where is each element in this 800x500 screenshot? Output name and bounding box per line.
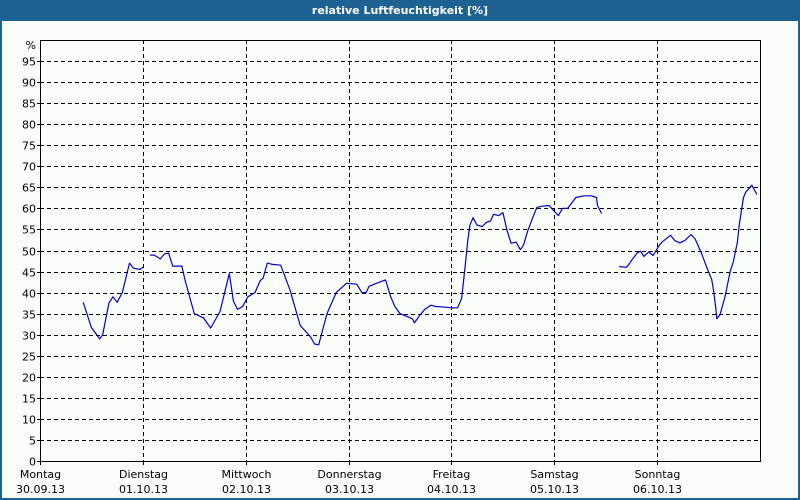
x-tick-day-label: Dienstag: [119, 468, 168, 481]
x-tick-day-label: Mittwoch: [222, 468, 272, 481]
x-tick-date-label: 30.09.13: [16, 483, 65, 496]
chart-title: relative Luftfeuchtigkeit [%]: [0, 0, 800, 21]
x-tick-date-label: 02.10.13: [222, 483, 271, 496]
data-series: [82, 184, 758, 346]
y-tick-label: 95: [22, 56, 36, 69]
y-axis: 0 5 10 15 20 25 30 35 40 45 50 55 60 65 70 75 80 85 90 95%: [22, 39, 40, 469]
y-tick-label: 85: [22, 98, 36, 111]
x-tick-day-label: Samstag: [530, 468, 578, 481]
y-tick-label: 60: [22, 203, 36, 216]
x-tick-day-label: Freitag: [433, 468, 471, 481]
y-tick-label: 20: [22, 372, 36, 385]
x-tick-date-label: 05.10.13: [530, 483, 579, 496]
grid-lines: [40, 40, 760, 461]
y-tick-label: 15: [22, 393, 36, 406]
y-tick-label: 45: [22, 267, 36, 280]
y-tick-label: 75: [22, 140, 36, 153]
x-tick-day-label: Donnerstag: [317, 468, 381, 481]
x-tick-date-label: 06.10.13: [633, 483, 682, 496]
y-tick-label: 65: [22, 182, 36, 195]
humidity-line-segment: [82, 262, 144, 340]
plot-frame: [40, 40, 761, 462]
y-tick-label: 30: [22, 330, 36, 343]
y-tick-label: 50: [22, 246, 36, 259]
y-tick-label: 25: [22, 351, 36, 364]
y-tick-label: 70: [22, 161, 36, 174]
y-tick-label: 90: [22, 77, 36, 90]
y-tick-label: 40: [22, 288, 36, 301]
y-tick-label: 0: [29, 456, 36, 469]
x-tick-day-label: Sonntag: [635, 468, 681, 481]
y-tick-label: 35: [22, 309, 36, 322]
x-tick-day-label: Montag: [20, 468, 61, 481]
y-tick-label: 5: [29, 435, 36, 448]
x-tick-date-label: 01.10.13: [119, 483, 168, 496]
y-unit-label: %: [26, 39, 36, 52]
x-tick-date-label: 03.10.13: [325, 483, 374, 496]
humidity-line-segment: [150, 195, 603, 346]
y-tick-label: 80: [22, 119, 36, 132]
x-axis: Montag 30.09.13 Dienstag 01.10.13 Mittwoch 02…: [16, 461, 682, 496]
humidity-line-segment: [619, 184, 758, 320]
y-tick-label: 55: [22, 224, 36, 237]
y-tick-label: 10: [22, 414, 36, 427]
x-tick-date-label: 04.10.13: [427, 483, 476, 496]
